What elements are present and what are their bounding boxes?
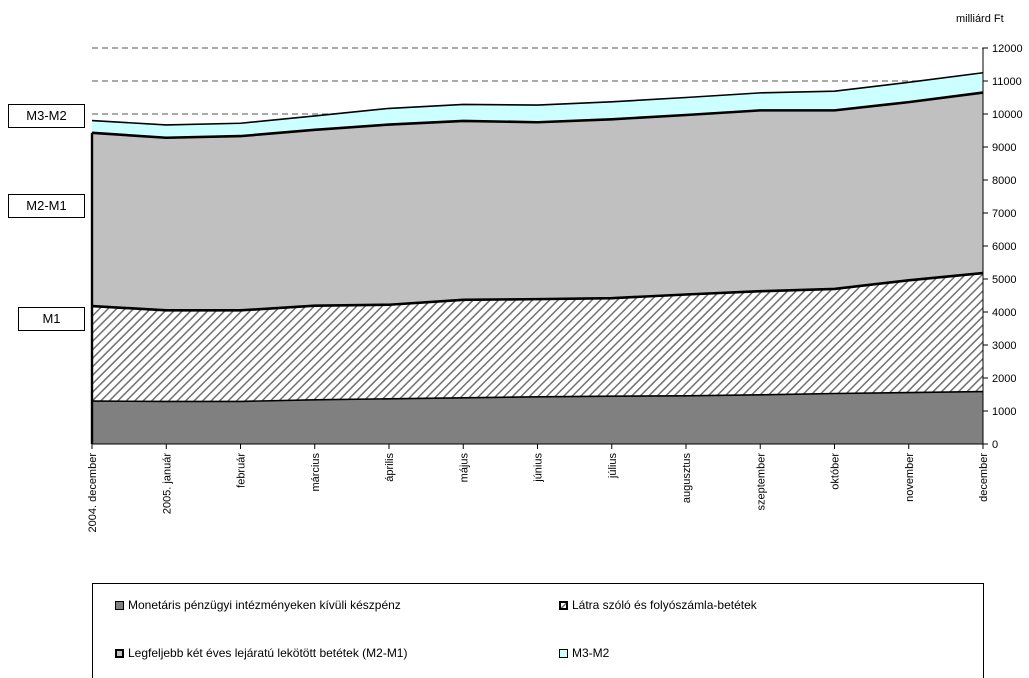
x-tick-label-8: augusztus [681, 453, 693, 504]
x-tick-label-10: október [830, 453, 842, 490]
legend-label-keszpenz: Monetáris pénzügyi intézményeken kívüli … [128, 598, 401, 612]
legend: Monetáris pénzügyi intézményeken kívüli … [92, 583, 984, 678]
legend-swatch-m3-m2 [559, 648, 568, 658]
y-tick-label-6000: 6000 [992, 241, 1016, 253]
series-line-lekotott [91, 91, 984, 140]
y-tick-label-10000: 10000 [992, 109, 1023, 121]
y-tick-label-3000: 3000 [992, 340, 1016, 352]
x-axis: 2004. december 2005. január február március… [87, 443, 990, 533]
series-line-keszpenz [91, 390, 984, 403]
chart-canvas: 0 1000 2000 3000 4000 5000 6000 7000 8000 9000 100… [87, 43, 1023, 533]
legend-swatch-keszpenz [115, 600, 124, 610]
legend-item-lekotott: Legfeljebb két éves lejáratú lekötött be… [115, 646, 407, 660]
x-tick-label-0: 2004. december [87, 453, 99, 533]
legend-item-m3-m2: M3-M2 [559, 646, 609, 660]
x-tick-label-4: április [384, 453, 396, 482]
y-tick-label-7000: 7000 [992, 208, 1016, 220]
y-tick-label-1000: 1000 [992, 406, 1016, 418]
y-axis-unit-label: milliárd Ft [956, 13, 1004, 25]
x-tick-label-6: június [533, 453, 545, 483]
x-tick-label-1: 2005. január [161, 453, 173, 514]
y-tick-label-9000: 9000 [992, 142, 1016, 154]
x-tick-label-2: február [236, 453, 248, 488]
y-axis: 0 1000 2000 3000 4000 5000 6000 7000 8000 9000 100… [982, 43, 1023, 451]
legend-label-m3-m2: M3-M2 [572, 646, 610, 660]
legend-swatch-lekotott [115, 648, 124, 658]
y-tick-label-2000: 2000 [992, 373, 1016, 385]
series-line-latra-szolo [91, 271, 984, 312]
y-tick-label-0: 0 [992, 439, 998, 451]
area-layer [90, 71, 984, 444]
legend-label-latra-szolo: Látra szóló és folyószámla-betétek [572, 598, 757, 612]
x-tick-label-7: július [607, 453, 619, 480]
x-tick-label-11: november [904, 453, 916, 502]
series-line-m3-m2 [91, 71, 984, 126]
y-tick-label-4000: 4000 [992, 307, 1016, 319]
legend-swatch-latra-szolo [559, 600, 568, 610]
x-tick-label-3: március [310, 453, 322, 492]
y-tick-label-11000: 11000 [992, 76, 1022, 88]
x-tick-label-5: május [458, 453, 470, 483]
area-latra-szolo [92, 273, 983, 402]
x-tick-label-12: december [978, 453, 990, 502]
y-tick-label-12000: 12000 [992, 43, 1023, 55]
y-tick-label-8000: 8000 [992, 175, 1016, 187]
label-box-m1: M1 [18, 307, 85, 331]
x-tick-label-9: szeptember [755, 453, 767, 511]
label-box-m3-m2: M3-M2 [8, 104, 85, 128]
legend-item-keszpenz: Monetáris pénzügyi intézményeken kívüli … [115, 598, 401, 612]
y-tick-label-5000: 5000 [992, 274, 1016, 286]
label-box-m2-m1: M2-M1 [8, 194, 85, 218]
legend-item-latra-szolo: Látra szóló és folyószámla-betétek [559, 598, 757, 612]
area-keszpenz [92, 391, 983, 444]
legend-label-lekotott: Legfeljebb két éves lejáratú lekötött be… [128, 646, 408, 660]
area-lekotott [92, 92, 983, 311]
